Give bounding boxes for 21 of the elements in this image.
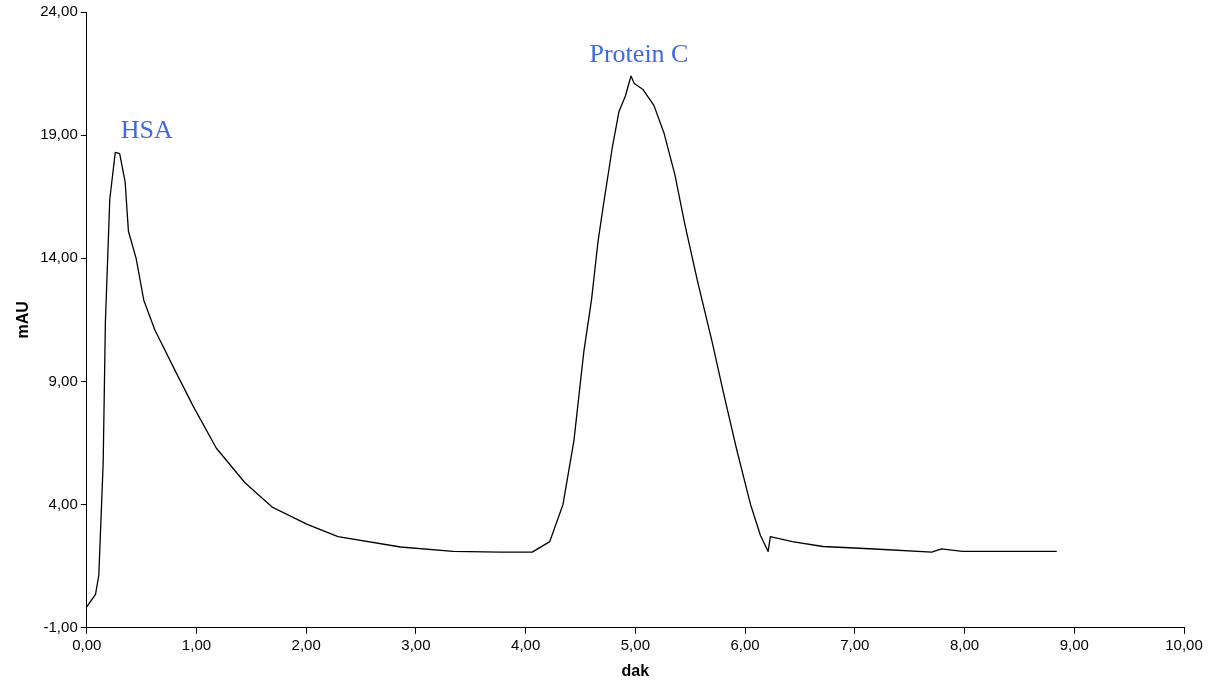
x-tick-label: 6,00 bbox=[730, 635, 760, 653]
y-tick-label: 14,00 bbox=[40, 248, 78, 266]
y-tick-label: -1,00 bbox=[43, 617, 78, 635]
x-tick-label: 1,00 bbox=[181, 635, 212, 653]
y-tick-label: 4,00 bbox=[48, 494, 78, 512]
x-tick-label: 0,00 bbox=[72, 635, 102, 653]
x-tick-label: 2,00 bbox=[291, 635, 321, 653]
y-tick-label: 24,00 bbox=[40, 2, 78, 20]
annotation: Protein C bbox=[589, 39, 689, 69]
annotation: HSA bbox=[120, 115, 173, 145]
y-tick-label: 9,00 bbox=[48, 371, 78, 389]
x-tick-label: 8,00 bbox=[949, 635, 980, 653]
y-axis-title: mAU bbox=[14, 301, 32, 339]
x-tick-label: 7,00 bbox=[840, 635, 870, 653]
x-tick-label: 4,00 bbox=[511, 635, 541, 653]
x-axis-title: dak bbox=[621, 661, 650, 679]
x-tick-label: 5,00 bbox=[620, 635, 650, 653]
y-tick-label: 19,00 bbox=[40, 125, 78, 143]
x-tick-label: 9,00 bbox=[1059, 635, 1089, 653]
x-tick-label: 3,00 bbox=[401, 635, 431, 653]
x-tick-label: 10,00 bbox=[1165, 635, 1203, 653]
